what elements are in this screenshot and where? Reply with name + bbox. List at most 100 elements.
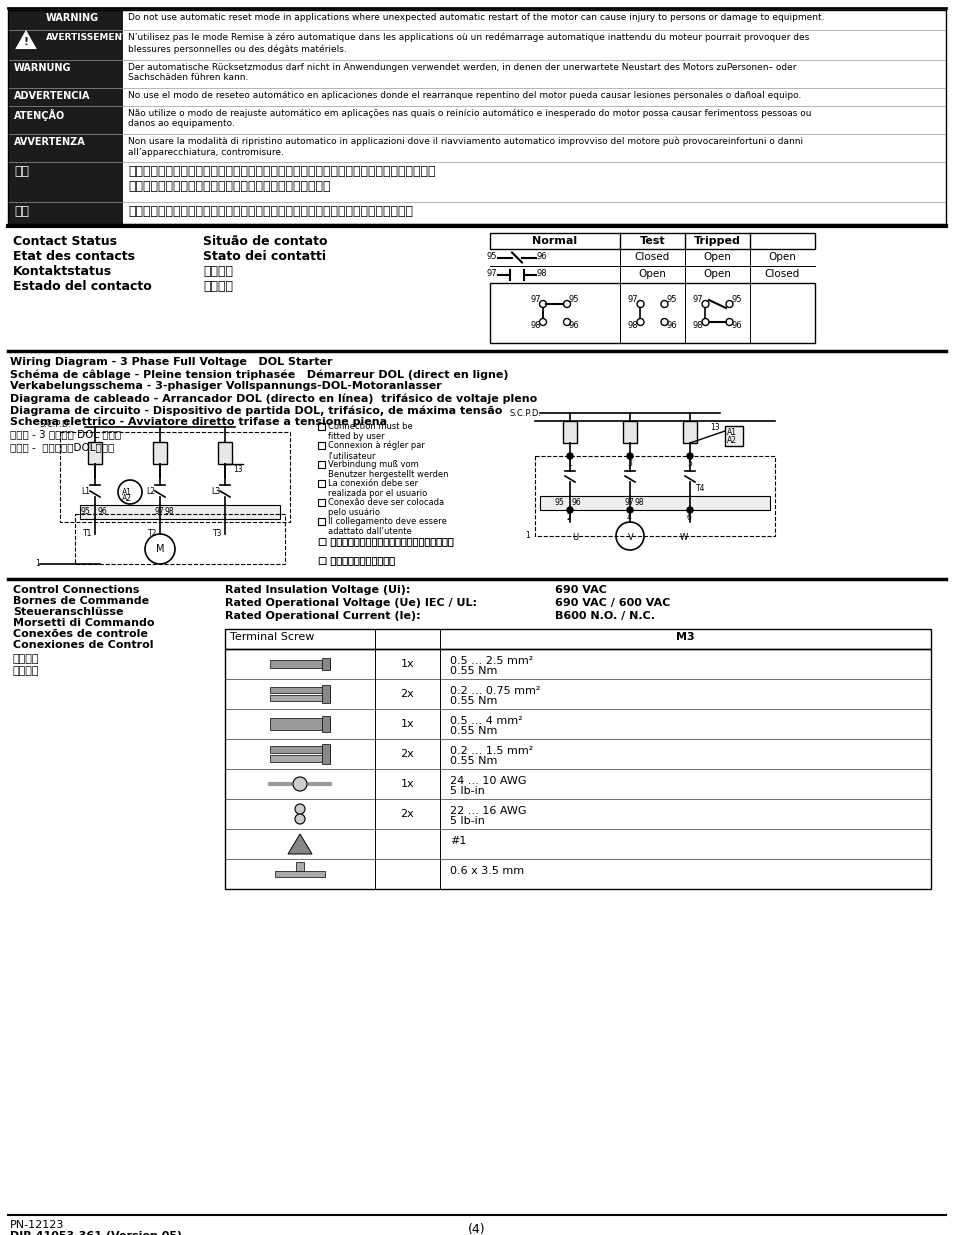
Text: 1x: 1x	[400, 659, 414, 669]
Text: 97: 97	[692, 295, 702, 305]
Text: 13: 13	[233, 466, 242, 474]
Text: WARNUNG: WARNUNG	[14, 63, 71, 73]
Text: 0.55 Nm: 0.55 Nm	[450, 666, 497, 676]
Bar	[724, 426, 742, 446]
Bar	[270, 746, 330, 753]
Text: Rated Insulation Voltage (Ui):: Rated Insulation Voltage (Ui):	[225, 585, 410, 595]
Text: Steueranschlüsse: Steueranschlüsse	[13, 606, 123, 618]
Text: 96: 96	[568, 321, 579, 331]
Text: 1x: 1x	[400, 719, 414, 729]
Text: 0.55 Nm: 0.55 Nm	[450, 756, 497, 766]
Text: 95: 95	[568, 295, 578, 305]
Text: Schema elettrico - Avviatore diretto trifase a tensione piena: Schema elettrico - Avviatore diretto tri…	[10, 417, 387, 427]
Text: Test: Test	[639, 236, 664, 246]
Bar	[562, 421, 577, 443]
Text: 96: 96	[98, 508, 108, 516]
Text: 95: 95	[666, 295, 677, 305]
Text: Closed: Closed	[634, 252, 669, 262]
Text: 1: 1	[566, 459, 571, 468]
Text: A2: A2	[122, 494, 132, 503]
Text: 2: 2	[566, 513, 571, 522]
Text: 6: 6	[686, 513, 691, 522]
Text: Der automatische Rücksetzmodus darf nicht in Anwendungen verwendet werden, in de: Der automatische Rücksetzmodus darf nich…	[128, 63, 796, 83]
Text: La conexión debe ser
realizada por el usuario: La conexión debe ser realizada por el us…	[328, 479, 427, 499]
Text: ADVERTENCIA: ADVERTENCIA	[14, 91, 91, 101]
Text: 96: 96	[666, 321, 677, 331]
Text: 1: 1	[524, 531, 529, 540]
Text: (4): (4)	[468, 1223, 485, 1235]
Bar	[80, 505, 280, 519]
Text: A1: A1	[726, 429, 737, 437]
Text: 配线图 -  二相全电压DOL起动器: 配线图 - 二相全电压DOL起动器	[10, 442, 114, 452]
Text: 690 VAC: 690 VAC	[555, 585, 606, 595]
Text: Verbindung muß vom
Benutzer hergestellt werden: Verbindung muß vom Benutzer hergestellt …	[328, 459, 448, 479]
Bar	[622, 421, 637, 443]
Text: Contact Status: Contact Status	[13, 235, 117, 248]
Text: モーターの予期しない自動再スタートによって負傷や機器の破損をまねく恐れのあるような
応用では、自動リセット・モードを使用しないでください。: モーターの予期しない自動再スタートによって負傷や機器の破損をまねく恐れのあるよう…	[128, 165, 435, 193]
Text: Estado del contacto: Estado del contacto	[13, 280, 152, 293]
Bar	[270, 687, 330, 693]
Text: M3: M3	[676, 632, 694, 642]
Text: 0.5 … 4 mm²: 0.5 … 4 mm²	[450, 716, 522, 726]
Bar	[218, 442, 232, 464]
Text: 3: 3	[626, 459, 631, 468]
Text: Wiring Diagram - 3 Phase Full Voltage   DOL Starter: Wiring Diagram - 3 Phase Full Voltage DO…	[10, 357, 333, 367]
Text: ATENÇÃO: ATENÇÃO	[14, 109, 65, 121]
Text: Kontaktstatus: Kontaktstatus	[13, 266, 112, 278]
Text: 95: 95	[731, 295, 741, 305]
Text: W: W	[679, 534, 687, 542]
Text: Situão de contato: Situão de contato	[203, 235, 327, 248]
Text: □ 线路连接必须由用户完成: □ 线路连接必须由用户完成	[317, 555, 395, 564]
Text: 97: 97	[486, 269, 497, 278]
Text: Diagrama de cableado - Arrancador DOL (directo en línea)  trifásico de voltaje p: Diagrama de cableado - Arrancador DOL (d…	[10, 393, 537, 404]
Text: No use el modo de reseteo automático en aplicaciones donde el rearranque repenti: No use el modo de reseteo automático en …	[128, 91, 801, 100]
Bar	[322, 716, 330, 732]
Bar	[322, 743, 330, 764]
Text: N’utilisez pas le mode Remise à zéro automatique dans les applications où un red: N’utilisez pas le mode Remise à zéro aut…	[128, 33, 808, 53]
Bar	[270, 695, 330, 701]
Text: Schéma de câblage - Pleine tension triphasée   Démarreur DOL (direct en ligne): Schéma de câblage - Pleine tension triph…	[10, 369, 508, 379]
Text: 97: 97	[154, 508, 165, 516]
Text: Conexões de controle: Conexões de controle	[13, 629, 148, 638]
Text: Il collegamento deve essere
adattato dall’utente: Il collegamento deve essere adattato dal…	[328, 517, 446, 536]
Bar	[490, 283, 814, 343]
Text: Non usare la modalità di ripristino automatico in applicazioni dove il riavviame: Non usare la modalità di ripristino auto…	[128, 137, 802, 157]
Bar	[317, 442, 325, 450]
Text: 96: 96	[731, 321, 741, 331]
Text: U: U	[572, 534, 578, 542]
Text: 98: 98	[530, 321, 540, 331]
Text: 制御接続: 制御接続	[13, 666, 39, 676]
Text: Não utilize o modo de reajuste automático em aplicações nas quais o reinício aut: Não utilize o modo de reajuste automátic…	[128, 109, 811, 128]
Bar	[317, 424, 325, 430]
Bar	[75, 514, 285, 564]
Text: 97: 97	[627, 295, 638, 305]
Text: Morsetti di Commando: Morsetti di Commando	[13, 618, 154, 629]
Text: 控制连接: 控制连接	[13, 655, 39, 664]
Text: 97: 97	[530, 295, 540, 305]
Circle shape	[294, 804, 305, 814]
Text: 98: 98	[635, 498, 644, 508]
Text: Tripped: Tripped	[694, 236, 740, 246]
Text: 96: 96	[537, 252, 547, 261]
Text: Open: Open	[768, 252, 796, 262]
Circle shape	[686, 508, 692, 513]
Bar	[490, 233, 814, 249]
Text: Open: Open	[702, 252, 731, 262]
Circle shape	[626, 453, 633, 459]
Text: T1: T1	[83, 529, 92, 538]
Text: Connexion à régler par
l’utilisateur: Connexion à régler par l’utilisateur	[328, 441, 424, 461]
Text: 接触状態: 接触状態	[203, 266, 233, 278]
Bar	[322, 685, 330, 703]
Text: 22 … 16 AWG: 22 … 16 AWG	[450, 806, 526, 816]
Bar	[317, 461, 325, 468]
Text: 0.55 Nm: 0.55 Nm	[450, 726, 497, 736]
Text: T4: T4	[696, 484, 705, 493]
Text: 13: 13	[709, 424, 719, 432]
Text: 接触状态: 接触状态	[203, 280, 233, 293]
Text: 95: 95	[486, 252, 497, 261]
Bar	[295, 862, 304, 871]
Text: 690 VAC / 600 VAC: 690 VAC / 600 VAC	[555, 598, 670, 608]
Bar	[317, 499, 325, 506]
Text: A2: A2	[726, 436, 737, 445]
Bar	[270, 755, 330, 762]
